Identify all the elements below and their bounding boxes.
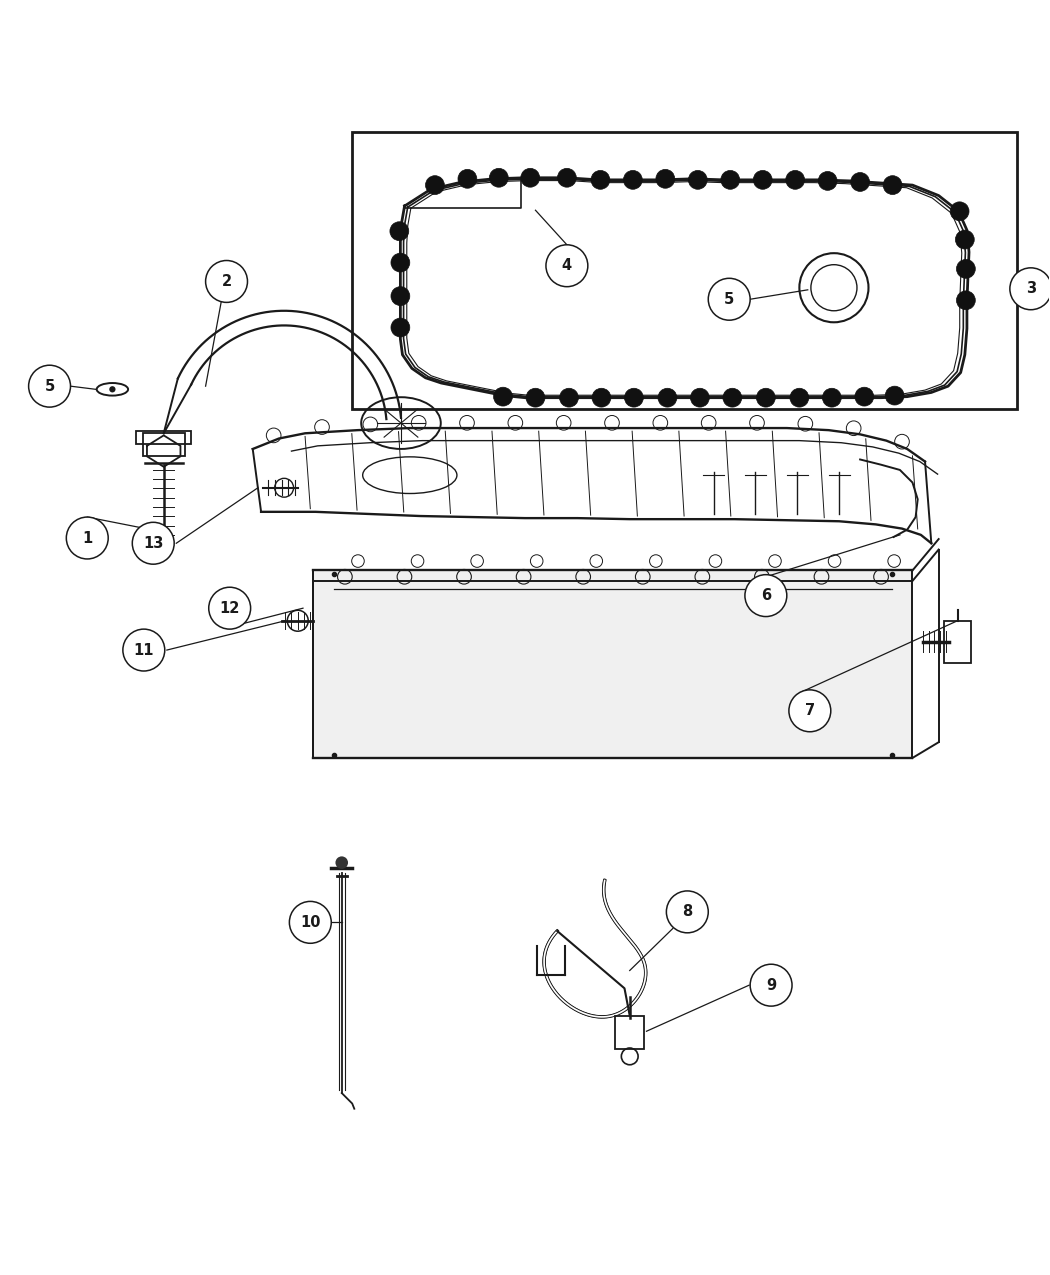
Circle shape: [66, 518, 108, 558]
Text: 12: 12: [219, 601, 239, 616]
Circle shape: [667, 891, 709, 933]
Circle shape: [822, 389, 841, 407]
Circle shape: [691, 389, 710, 407]
Circle shape: [855, 388, 874, 405]
Circle shape: [744, 575, 786, 617]
Bar: [143, 434, 185, 456]
Circle shape: [521, 168, 540, 187]
Bar: [352, 131, 1017, 409]
Circle shape: [750, 964, 792, 1006]
Circle shape: [689, 171, 708, 189]
Bar: [136, 431, 191, 444]
Circle shape: [721, 171, 739, 189]
Text: 4: 4: [562, 259, 572, 273]
Circle shape: [1010, 268, 1050, 310]
Polygon shape: [314, 570, 912, 757]
Circle shape: [883, 176, 902, 195]
Circle shape: [789, 690, 831, 732]
Text: 5: 5: [724, 292, 734, 307]
Text: 7: 7: [804, 704, 815, 718]
Circle shape: [209, 588, 251, 629]
Circle shape: [391, 317, 410, 337]
Circle shape: [28, 365, 70, 407]
Circle shape: [558, 168, 576, 187]
Circle shape: [885, 386, 904, 405]
Circle shape: [625, 389, 644, 407]
Circle shape: [790, 389, 808, 407]
Text: 11: 11: [133, 643, 154, 658]
Circle shape: [592, 389, 611, 407]
Circle shape: [656, 170, 675, 189]
Circle shape: [132, 523, 174, 565]
Circle shape: [206, 260, 248, 302]
Circle shape: [957, 259, 975, 278]
Text: 5: 5: [44, 379, 55, 394]
Circle shape: [425, 176, 444, 195]
Text: 13: 13: [143, 536, 164, 551]
Circle shape: [494, 388, 512, 405]
Circle shape: [458, 170, 477, 189]
Text: 2: 2: [222, 274, 232, 289]
Bar: [944, 621, 971, 663]
Circle shape: [756, 389, 775, 407]
Text: 9: 9: [766, 978, 776, 993]
Circle shape: [526, 389, 545, 407]
Circle shape: [658, 389, 677, 407]
Circle shape: [722, 389, 741, 407]
Circle shape: [957, 291, 975, 310]
Circle shape: [109, 386, 116, 393]
Text: 8: 8: [682, 904, 692, 919]
Circle shape: [785, 171, 804, 189]
Text: 3: 3: [1026, 282, 1036, 296]
Circle shape: [489, 168, 508, 187]
Circle shape: [390, 222, 408, 241]
Circle shape: [290, 901, 331, 944]
Circle shape: [591, 171, 610, 189]
Circle shape: [335, 857, 348, 870]
Circle shape: [753, 171, 772, 189]
Circle shape: [950, 201, 969, 221]
Circle shape: [709, 278, 750, 320]
Text: 1: 1: [82, 530, 92, 546]
Circle shape: [391, 254, 410, 272]
Text: 6: 6: [761, 588, 771, 603]
Bar: [615, 1016, 645, 1049]
Circle shape: [818, 171, 837, 190]
Circle shape: [546, 245, 588, 287]
Circle shape: [850, 172, 869, 191]
Text: 10: 10: [300, 915, 320, 929]
Circle shape: [624, 171, 643, 189]
Circle shape: [391, 287, 410, 306]
Circle shape: [123, 629, 165, 671]
Circle shape: [560, 389, 579, 407]
Circle shape: [956, 230, 974, 249]
